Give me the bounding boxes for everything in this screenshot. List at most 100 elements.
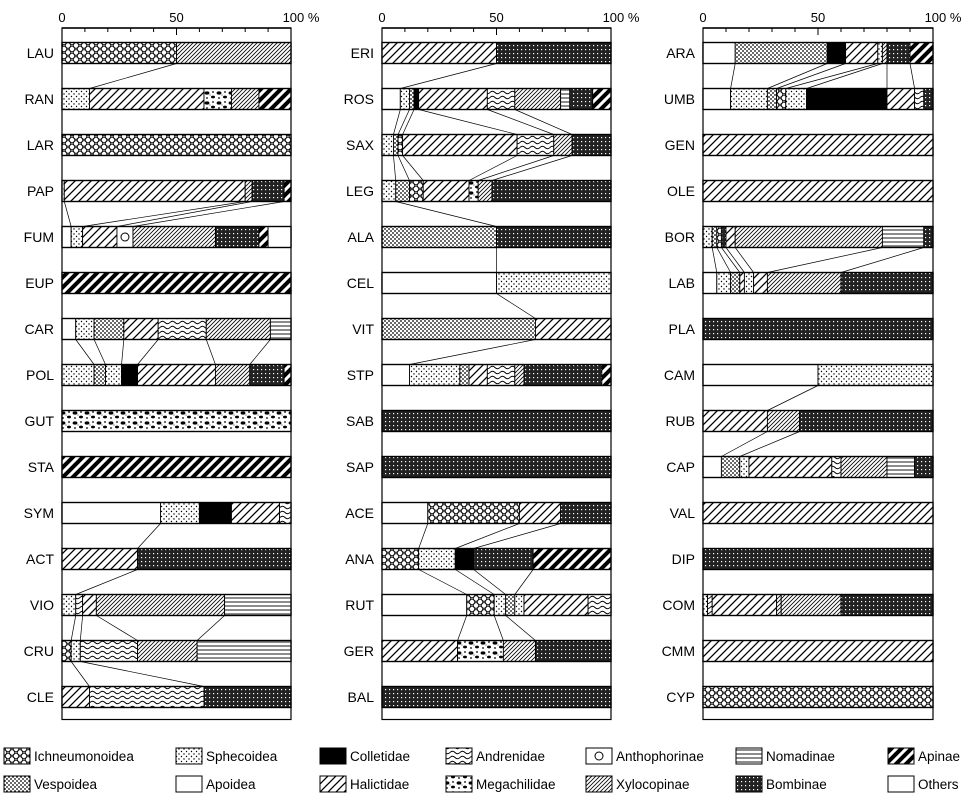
bar-segment-andrenidae [157,318,207,340]
bar-segment-apinae [61,456,292,478]
connector-line [840,247,924,273]
bar-segment-sphecoidea [817,364,934,386]
bar-segment-sphecoidea [70,226,84,248]
bar-segment-sphecoidea [702,226,713,248]
connector-line [79,615,83,641]
connector-line [514,109,573,135]
bar-segment-others [702,456,722,478]
bar-outline [61,455,292,479]
connector-line [89,63,177,89]
connector-line [96,615,138,641]
connector-line [397,155,410,181]
bar-segment-ichneumonoidea [61,640,72,662]
connector-line [205,339,216,365]
bar-outline [702,685,934,709]
bar-segment-xylocopinae [95,594,226,616]
legend-swatch-anthophorinae [585,747,613,765]
bar-segment-andrenidae [89,686,205,708]
bar-segment-megachilidae [457,640,504,662]
category-label-ran: RAN [24,91,54,107]
bar-segment-xylocopinae [514,88,562,110]
bar-outline [381,179,612,203]
bar-segment-vespoidea [505,594,516,616]
bar-segment-colletidae [121,364,139,386]
connector-line [468,155,518,181]
bar-segment-sphecoidea [730,88,768,110]
bar-segment-bombinae [496,226,612,248]
bar-outline [381,133,612,157]
legend-label-nomadinae: Nomadinae [766,749,835,764]
legend-swatch-nomadinae [735,747,763,765]
category-label-sab: SAB [346,413,374,429]
x-tick-label: 50 [169,10,183,25]
bar-segment-halictidae [468,364,488,386]
x-tick-label: 50 [489,10,503,25]
connector-line [496,293,536,319]
legend-swatch-ichneumonoidea [3,747,31,765]
legend-swatch-andrenidae [445,747,473,765]
legend-swatch-others [887,775,915,793]
bar-segment-colletidae [826,42,847,64]
category-label-cru: CRU [24,643,54,659]
bar-outline [381,501,612,525]
category-label-vio: VIO [30,597,54,613]
bar-segment-halictidae [422,180,470,202]
bar-segment-colletidae [454,548,475,570]
connector-line [137,523,161,549]
bar-segment-bombinae [251,180,285,202]
bar-segment-ichneumonoidea [61,42,177,64]
bar-segment-andrenidae [707,594,713,616]
bar-outline [702,41,934,65]
bar-segment-halictidae [231,502,281,524]
legend-anthophorinae-marker [594,751,604,761]
bar-segment-vespoidea [93,364,106,386]
bar-segment-bombinae [473,548,534,570]
category-label-lau: LAU [27,45,54,61]
bar-segment-halictidae [82,226,118,248]
connector-line [776,63,846,89]
bar-segment-xylocopinae [502,640,536,662]
connector-line [473,523,561,549]
bar-outline [702,455,934,479]
bar-segment-others [702,272,718,294]
category-label-stp: STP [347,367,374,383]
bar-segment-sphecoidea [716,272,732,294]
connector-line [75,569,138,595]
legend-label-anthophorinae: Anthophorinae [616,749,704,764]
category-label-rut: RUT [345,597,374,613]
bar-segment-apinae [532,548,612,570]
bar-segment-apinae [61,272,292,294]
bar-segment-nomadinae [196,640,292,662]
connector-line [455,523,520,549]
connector-line [418,569,467,595]
bar-segment-bombinae [571,134,612,156]
connector-line [493,615,504,641]
bar-segment-bombinae [886,42,911,64]
bar-segment-xylocopinae [137,640,198,662]
legend-label-colletidae: Colletidae [350,749,410,764]
legend-swatch-apoidea [175,775,203,793]
bar-segment-vespoidea [381,318,536,340]
legend-swatch-bombinae [735,775,763,793]
bar-segment-halictidae [711,594,778,616]
connector-line [767,247,883,273]
connector-line [418,523,429,549]
bar-segment-bombinae [249,364,285,386]
bar-segment-sphecoidea [61,594,77,616]
legend-label-apoidea: Apoidea [206,777,256,792]
legend-swatch-megachilidae [445,775,473,793]
category-label-cel: CEL [347,275,374,291]
category-label-ace: ACE [345,505,374,521]
category-label-sym: SYM [24,505,54,521]
connector-line [806,63,883,89]
bar-segment-apinae [258,226,269,248]
bar-segment-others [61,318,77,340]
bar-segment-anthophorinae [116,226,134,248]
bar-segment-colletidae [806,88,888,110]
connector-line [767,63,828,89]
bar-segment-colletidae [413,88,420,110]
bar-segment-vespoidea [720,456,741,478]
connector-line [491,155,573,181]
bar-segment-nomadinae [886,456,916,478]
